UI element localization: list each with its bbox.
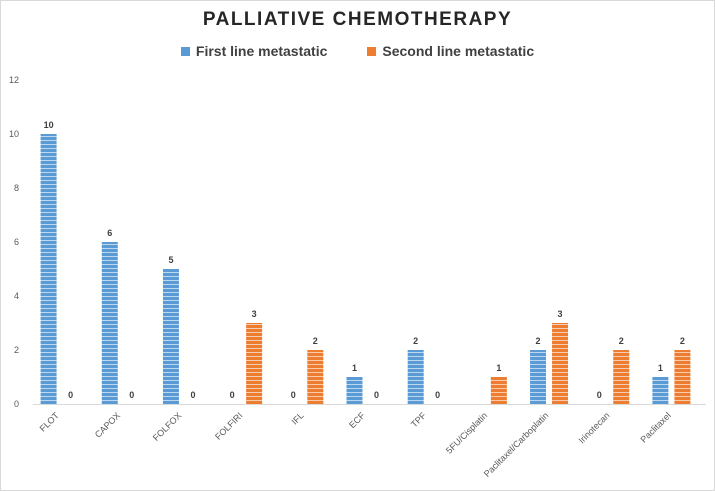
bar-first-line xyxy=(346,377,363,404)
x-tick-label: IFL xyxy=(289,410,305,426)
data-label: 2 xyxy=(413,336,418,346)
data-label: 3 xyxy=(558,309,563,319)
bar-first-line xyxy=(652,377,669,404)
bar-first-line xyxy=(407,350,424,404)
y-tick-label: 2 xyxy=(14,345,19,355)
chart-title: PALLIATIVE CHEMOTHERAPY xyxy=(202,9,513,30)
bar-first-line xyxy=(530,350,547,404)
data-label: 2 xyxy=(313,336,318,346)
legend-label-second-line: Second line metastatic xyxy=(382,43,535,59)
data-label: 3 xyxy=(252,309,257,319)
bar-first-line xyxy=(40,134,57,404)
data-label: 1 xyxy=(658,363,663,373)
x-tick-label: FOLFOX xyxy=(151,410,184,443)
y-tick-label: 12 xyxy=(9,75,19,85)
x-tick-label: FOLFIRI xyxy=(213,410,244,441)
data-label: 2 xyxy=(536,336,541,346)
bar-second-line xyxy=(246,323,263,404)
legend-swatch-first-line xyxy=(180,46,190,56)
data-label: 0 xyxy=(129,390,134,400)
x-tick-label: Irinotecan xyxy=(577,410,612,445)
y-tick-label: 8 xyxy=(14,183,19,193)
y-tick-label: 10 xyxy=(9,129,19,139)
data-label: 1 xyxy=(496,363,501,373)
data-label: 0 xyxy=(68,390,73,400)
x-tick-label: Paclitaxel/Carboplatin xyxy=(482,410,551,479)
x-tick-label: TPF xyxy=(409,410,428,429)
legend-item-second-line: Second line metastatic xyxy=(367,43,534,59)
data-label: 6 xyxy=(107,228,112,238)
bar-second-line xyxy=(674,350,691,404)
data-label: 0 xyxy=(597,390,602,400)
data-label: 0 xyxy=(190,390,195,400)
x-tick-label: 5FU/Cisplatin xyxy=(444,410,489,455)
x-tick-label: ECF xyxy=(347,410,367,430)
y-tick-label: 6 xyxy=(14,237,19,247)
legend-swatch-second-line xyxy=(367,46,377,56)
bar-second-line xyxy=(307,350,324,404)
x-tick-label: CAPOX xyxy=(93,410,122,439)
legend-item-first-line: First line metastatic xyxy=(180,43,328,59)
data-label: 0 xyxy=(291,390,296,400)
bar-first-line xyxy=(162,269,179,404)
bar-second-line xyxy=(552,323,569,404)
data-label: 1 xyxy=(352,363,357,373)
data-label: 2 xyxy=(619,336,624,346)
legend-label-first-line: First line metastatic xyxy=(195,43,328,59)
data-label: 0 xyxy=(435,390,440,400)
bar-first-line xyxy=(101,242,118,404)
data-label: 5 xyxy=(168,255,173,265)
chart-legend: First line metastatic Second line metast… xyxy=(1,43,714,59)
y-tick-label: 4 xyxy=(14,291,19,301)
y-tick-label: 0 xyxy=(14,399,19,409)
x-tick-label: FLOT xyxy=(38,410,62,434)
data-label: 0 xyxy=(374,390,379,400)
data-label: 10 xyxy=(44,120,54,130)
bar-second-line xyxy=(613,350,630,404)
data-label: 0 xyxy=(230,390,235,400)
bar-second-line xyxy=(490,377,507,404)
data-label: 2 xyxy=(680,336,685,346)
x-tick-label: Paclitaxel xyxy=(639,410,673,444)
